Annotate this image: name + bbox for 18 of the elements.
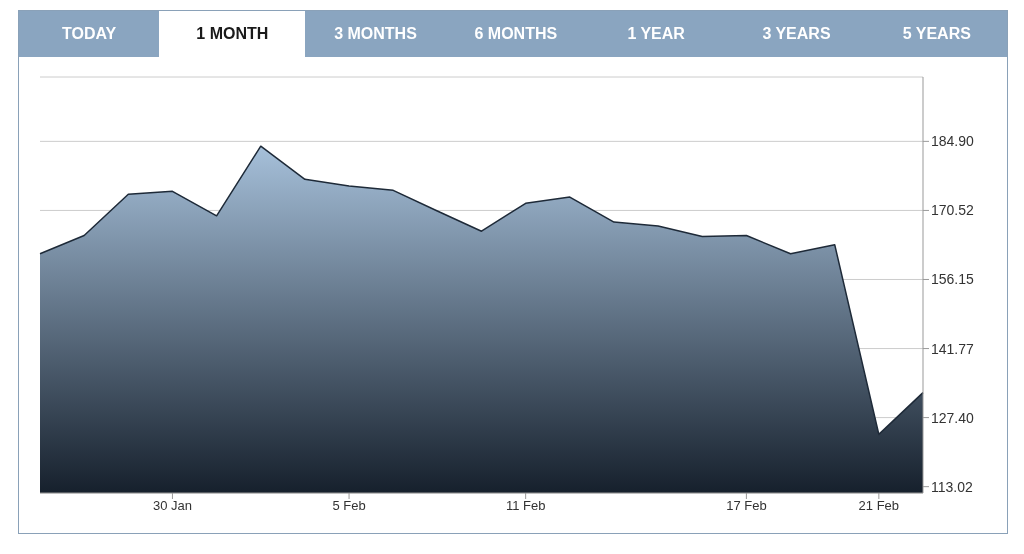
text: 3 MONTHS — [333, 24, 418, 44]
text: 3 YEARS — [761, 24, 832, 44]
y-tick-label: 184.90 — [931, 133, 975, 150]
text: 6 MONTHS — [473, 24, 559, 44]
y-tick-label: 113.02 — [931, 478, 973, 495]
x-tick-label: 11 Feb — [505, 498, 546, 514]
x-tick-label: 5 Feb — [332, 498, 366, 514]
y-tick-label: 127.40 — [931, 409, 975, 426]
text: 5 YEARS — [901, 24, 972, 44]
y-tick-label: 156.15 — [931, 271, 975, 288]
x-tick-label: 30 Jan — [152, 498, 192, 514]
y-tick-label: 170.52 — [931, 202, 975, 219]
text: TODAY — [61, 24, 118, 44]
text: 1 MONTH — [159, 11, 306, 57]
y-tick-label: 141.77 — [931, 340, 975, 357]
x-tick-label: 21 Feb — [858, 498, 900, 514]
x-tick-label: 17 Feb — [726, 498, 767, 514]
text: 1 YEAR — [626, 24, 686, 44]
